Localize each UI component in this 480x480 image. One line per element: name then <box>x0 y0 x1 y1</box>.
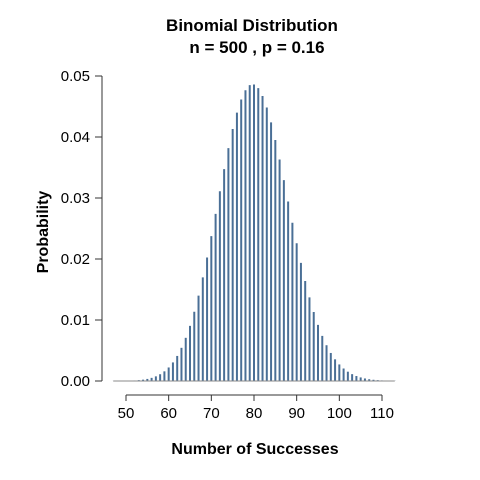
y-tick-label-2: 0.02 <box>61 251 90 268</box>
y-tick-label-5: 0.05 <box>61 68 90 85</box>
bars-group <box>112 84 396 382</box>
x-tick-label-5: 100 <box>327 405 352 422</box>
y-ticks-group: 0.00 0.01 0.02 0.03 0.04 0.05 <box>61 68 102 390</box>
y-tick-label-1: 0.01 <box>61 312 90 329</box>
x-tick-label-4: 90 <box>288 405 305 422</box>
y-axis-title: Probability <box>35 191 52 274</box>
x-axis-title: Number of Successes <box>171 441 338 458</box>
x-tick-label-2: 70 <box>203 405 220 422</box>
y-tick-label-3: 0.03 <box>61 190 90 207</box>
chart-title: Binomial Distribution <box>166 16 338 35</box>
y-tick-label-4: 0.04 <box>61 129 90 146</box>
y-tick-label-0: 0.00 <box>61 373 90 390</box>
x-tick-label-6: 110 <box>370 405 394 422</box>
chart-subtitle: n = 500 , p = 0.16 <box>189 38 324 57</box>
x-tick-label-0: 50 <box>118 405 135 422</box>
x-tick-label-3: 80 <box>246 405 263 422</box>
x-ticks-group: 50 60 70 80 90 100 110 <box>118 395 394 422</box>
x-tick-label-1: 60 <box>160 405 177 422</box>
